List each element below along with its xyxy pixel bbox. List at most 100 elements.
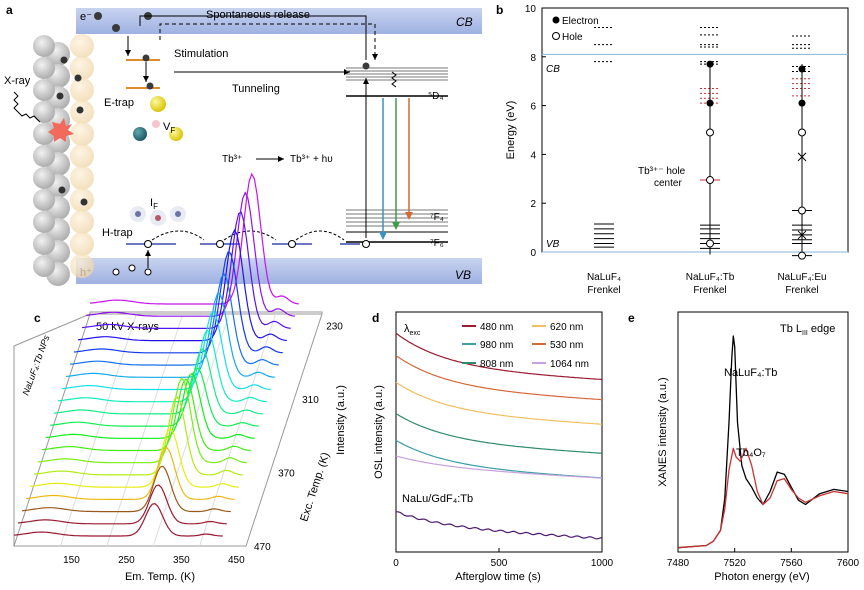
c-curve [13,503,223,537]
cat-1-sub: Frenkel [587,285,620,296]
panel-e-curves [677,335,849,549]
lattice-electron [60,56,68,64]
panel-d-curves [395,332,603,540]
cat-3: NaLuF₄:Eu [777,272,826,283]
lattice-sphere [70,34,94,58]
xray-impact-star [48,118,74,142]
c-curve [61,310,271,391]
tb-energy-levels [346,62,448,248]
panel-c-xlabel: Em. Temp. (K) [125,571,195,583]
lattice-sphere [70,166,94,190]
panel-d: d 0 500 1000 λexc 480 nm 530 nm 620 nm 808 nm… [372,311,614,583]
eq-left: Tb³⁺ [222,154,242,165]
c-ytick-label: 470 [254,542,271,553]
b-ytick-label: 10 [525,4,537,15]
lattice-sphere [33,189,55,211]
panel-c-sample: NaLuF₄:Tb NPs [20,333,51,396]
d-curve [395,332,603,381]
lattice-sphere [33,233,55,255]
c-curve [65,292,275,378]
panel-c-label: c [34,311,41,325]
xray-label: X-ray [4,75,31,87]
c-grid [199,313,277,547]
c-curve [85,191,295,317]
e-xtick-label: 7560 [780,558,803,569]
lattice-electron [74,74,82,82]
panel-d-label: d [372,311,379,325]
b-cross [797,230,807,240]
e-xtick-label: 7520 [724,558,747,569]
panel-d-xlabel: Afterglow time (s) [455,571,541,583]
e-curve [677,335,849,549]
eq-right: Tb³⁺ + hυ [290,154,333,165]
panel-c-ticks: 150 250 350 450 230 310 370 470 [63,322,343,566]
panel-e-s2: Tb₄O₇ [736,447,766,459]
c-curve [53,348,263,415]
lattice-electron [58,186,66,194]
lattice-sphere [33,101,55,123]
b-hole [798,128,806,137]
panel-e-ticks: 7480 7520 7560 7600 [667,548,860,569]
lattice-sphere [33,123,55,145]
d-curve [395,413,603,454]
c-ytick-label: 310 [302,395,319,406]
panel-b-ylabel: Energy (eV) [505,101,517,160]
d-xtick-label: 1000 [591,558,614,569]
b-hole [706,128,714,137]
b-hole [798,206,806,215]
lattice-sphere [33,167,55,189]
panel-b-legend: Electron Hole [552,16,599,43]
d-curve [395,381,603,425]
vf-label: VF [163,121,175,135]
c-curve [73,251,283,354]
c-curve [41,378,251,452]
b-hole [706,239,714,248]
electron-symbol: e⁻ [80,11,92,23]
d-curve [395,355,603,401]
lattice-sphere [33,57,55,79]
panel-d-sample: NaLu/GdF₄:Tb [402,493,473,505]
c-ytick-label: 370 [278,469,295,480]
cat-2-sub: Frenkel [693,285,726,296]
d-curve [396,511,603,540]
c-curve [33,396,243,476]
panel-b-axis: 0 2 4 6 8 10 [525,4,546,259]
panel-b-label: b [496,3,503,17]
b-hole [706,176,714,185]
c-xtick-label: 350 [173,555,190,566]
c-backwall [89,311,323,314]
b-electron [706,60,714,68]
b-ytick-label: 2 [530,199,536,210]
vb-label: VB [455,268,471,282]
lattice-sphere [33,79,55,101]
d-legend-label: 620 nm [550,322,583,333]
lattice-sphere [70,232,94,256]
c-xtick-label: 250 [118,555,135,566]
c-curve [17,484,227,525]
lattice-electron [56,92,64,100]
c-curve [45,372,255,439]
e-xtick-label: 7600 [837,558,860,569]
panel-b-categories: NaLuF₄ Frenkel NaLuF₄:Tb Frenkel NaLuF₄:… [587,272,827,296]
cb-band [76,8,482,34]
lattice-sphere [70,210,94,234]
htrap-label: H-trap [102,227,133,239]
legend-hole: Hole [562,32,583,43]
panel-e: e 7480 7520 7560 7600 Tb LIII edge NaLuF₄:T… [628,311,860,583]
level-7f6: ⁷F₆ [430,238,444,249]
crystal-lattice [33,34,94,286]
lattice-electron [80,198,88,206]
d-legend-label: 808 nm [480,359,513,370]
c-grid [152,313,230,547]
b-electron [706,99,714,107]
d-legend-label: 480 nm [480,322,513,333]
panel-a: a CB VB e⁻ h⁺ Spontaneous release Stimul… [4,3,482,286]
e-curve [677,447,849,549]
panel-e-ylabel: XANES intensity (a.u.) [657,377,669,486]
lattice-sphere [33,145,55,167]
panel-c-curves [13,172,299,537]
panel-d-legend-title: λexc [404,323,421,337]
cat-1: NaLuF₄ [587,272,621,283]
c-xtick-label: 150 [63,555,80,566]
